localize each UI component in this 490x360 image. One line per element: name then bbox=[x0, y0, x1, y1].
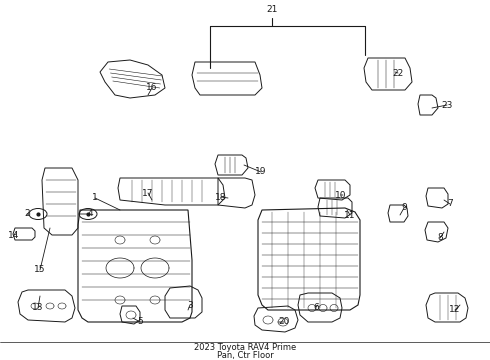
Text: 17: 17 bbox=[142, 189, 154, 198]
Text: 6: 6 bbox=[313, 302, 319, 311]
Text: 3: 3 bbox=[187, 301, 193, 310]
Text: 15: 15 bbox=[34, 266, 46, 274]
Text: 23: 23 bbox=[441, 100, 453, 109]
Text: Pan, Ctr Floor: Pan, Ctr Floor bbox=[217, 351, 273, 360]
Text: 22: 22 bbox=[392, 68, 404, 77]
Text: 18: 18 bbox=[215, 193, 227, 202]
Text: 7: 7 bbox=[447, 199, 453, 208]
Text: 10: 10 bbox=[335, 190, 347, 199]
Text: 11: 11 bbox=[344, 211, 356, 220]
Text: 20: 20 bbox=[278, 318, 290, 327]
Text: 21: 21 bbox=[266, 5, 278, 14]
Text: 19: 19 bbox=[255, 167, 267, 176]
Text: 16: 16 bbox=[146, 84, 158, 93]
Text: 2: 2 bbox=[24, 210, 30, 219]
Text: 2023 Toyota RAV4 Prime: 2023 Toyota RAV4 Prime bbox=[194, 343, 296, 352]
Text: 13: 13 bbox=[32, 303, 44, 312]
Text: 14: 14 bbox=[8, 230, 20, 239]
Text: 1: 1 bbox=[92, 194, 98, 202]
Text: 5: 5 bbox=[137, 318, 143, 327]
Text: 9: 9 bbox=[401, 203, 407, 212]
Text: 12: 12 bbox=[449, 306, 461, 315]
Text: 4: 4 bbox=[87, 210, 93, 219]
Text: 8: 8 bbox=[437, 234, 443, 243]
